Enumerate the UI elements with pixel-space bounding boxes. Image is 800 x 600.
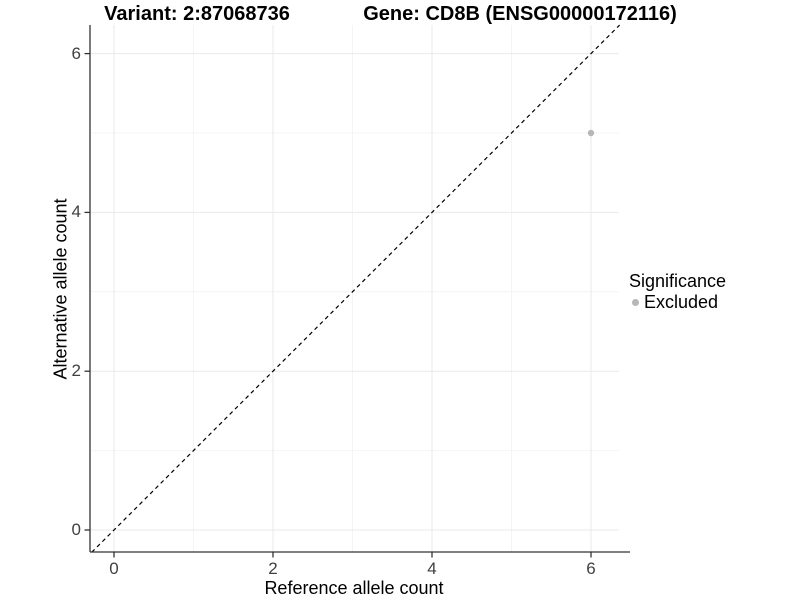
data-point <box>587 129 595 137</box>
y-tick-label: 6 <box>71 43 81 63</box>
x-tick-label: 4 <box>427 559 437 578</box>
x-tick-label: 6 <box>586 559 596 578</box>
legend-entries: Excluded <box>629 292 726 312</box>
gene-title: Gene: CD8B (ENSG00000172116) <box>363 3 677 25</box>
legend-title: Significance <box>629 271 727 291</box>
y-axis-title: Alternative allele count <box>50 198 71 380</box>
x-axis-title: Reference allele count <box>264 578 444 598</box>
variant-title: Variant: 2:87068736 <box>104 3 290 25</box>
identity-dashed-line <box>91 24 621 553</box>
legend-entry: Excluded <box>632 292 726 312</box>
legend-point-icon <box>632 298 639 306</box>
x-tick-label: 0 <box>109 559 119 578</box>
y-tick-label: 0 <box>71 520 81 539</box>
legend: Significance Excluded <box>629 271 726 312</box>
x-tick-label: 2 <box>268 559 278 578</box>
y-tick-label: 2 <box>71 361 81 381</box>
legend-entry-label: Excluded <box>644 292 719 312</box>
y-tick-label: 4 <box>71 202 81 222</box>
